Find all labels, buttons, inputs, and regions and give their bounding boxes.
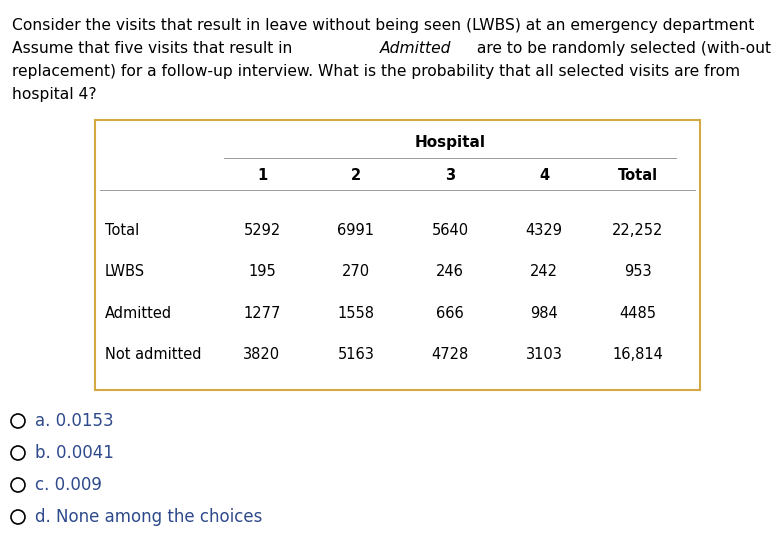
Text: d. None among the choices: d. None among the choices [35, 508, 262, 526]
Text: c. 0.009: c. 0.009 [35, 476, 102, 494]
Text: 2: 2 [351, 168, 361, 183]
Text: Consider the visits that result in leave without being seen (LWBS) at an emergen: Consider the visits that result in leave… [12, 18, 754, 33]
Text: Hospital: Hospital [414, 134, 485, 149]
Text: a. 0.0153: a. 0.0153 [35, 412, 114, 430]
Text: 1: 1 [257, 168, 267, 183]
Text: 242: 242 [530, 264, 558, 279]
Text: replacement) for a follow-up interview. What is the probability that all selecte: replacement) for a follow-up interview. … [12, 64, 740, 79]
Text: 22,252: 22,252 [612, 223, 664, 238]
Text: 4329: 4329 [526, 223, 562, 238]
Text: 16,814: 16,814 [612, 347, 664, 362]
Text: b. 0.0041: b. 0.0041 [35, 444, 114, 462]
Text: 195: 195 [248, 264, 276, 279]
Text: 953: 953 [624, 264, 652, 279]
Text: 3: 3 [445, 168, 455, 183]
Text: Assume that five visits that result in: Assume that five visits that result in [12, 41, 297, 56]
Text: Total: Total [618, 168, 658, 183]
Text: 666: 666 [436, 306, 464, 321]
Text: 3820: 3820 [243, 347, 281, 362]
Text: 3103: 3103 [526, 347, 562, 362]
Text: 5640: 5640 [431, 223, 469, 238]
Text: LWBS: LWBS [105, 264, 145, 279]
Text: 270: 270 [342, 264, 370, 279]
Text: 6991: 6991 [338, 223, 374, 238]
Text: 1558: 1558 [338, 306, 374, 321]
Text: 984: 984 [530, 306, 558, 321]
Text: Admitted: Admitted [105, 306, 172, 321]
Text: 4728: 4728 [431, 347, 469, 362]
Text: 246: 246 [436, 264, 464, 279]
Bar [95, 120, 700, 390]
Text: 5163: 5163 [338, 347, 374, 362]
Text: 4: 4 [539, 168, 549, 183]
Text: Admitted: Admitted [380, 41, 452, 56]
Text: 4485: 4485 [619, 306, 657, 321]
Text: 5292: 5292 [243, 223, 281, 238]
Text: Not admitted: Not admitted [105, 347, 201, 362]
Text: are to be randomly selected (with-out: are to be randomly selected (with-out [473, 41, 771, 56]
Text: Total: Total [105, 223, 140, 238]
Text: hospital 4?: hospital 4? [12, 87, 97, 102]
Text: 1277: 1277 [243, 306, 281, 321]
